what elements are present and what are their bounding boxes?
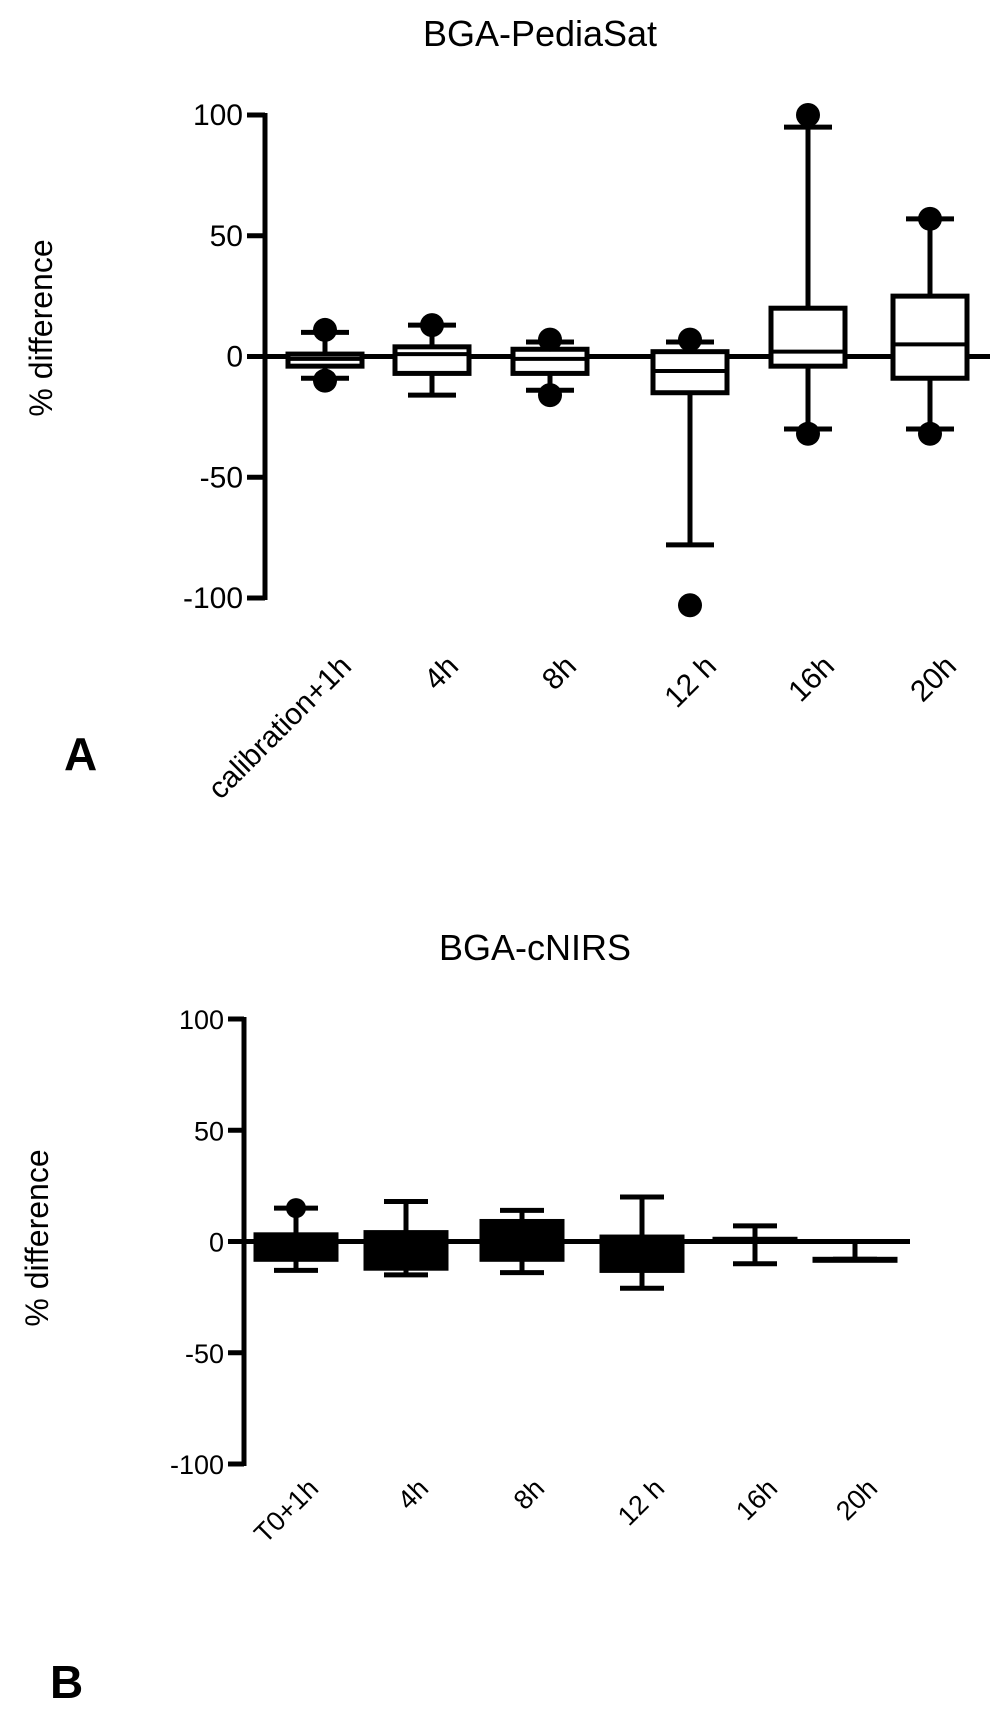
chart-a-outlier-point	[538, 327, 562, 352]
chart-a-box	[510, 346, 590, 376]
chart-a-category-label: calibration+1h	[202, 650, 358, 806]
chart-b-box	[599, 1234, 685, 1273]
chart-a-ylabel: % difference	[23, 239, 59, 416]
chart-b-plot: 100 50 0 -50 -100 T0+1h 4h 8h 12 h 16h 20h	[170, 1005, 910, 1549]
chart-b-y-tick-label: -50	[185, 1339, 224, 1369]
chart-b-category-label: 16h	[730, 1473, 783, 1526]
chart-b-outlier-point	[286, 1198, 306, 1219]
chart-a-box	[392, 344, 472, 376]
chart-a-y-tick-label: 0	[226, 341, 243, 374]
chart-a-outlier-point	[918, 206, 942, 231]
panel-b: BGA-cNIRS % difference 100 50 0 -50 -100 T0+1…	[19, 927, 910, 1708]
chart-b-category-label: 4h	[392, 1473, 434, 1515]
chart-a-y-tick-label: 50	[210, 220, 243, 253]
chart-a-category-label: 12 h	[658, 650, 723, 715]
chart-a-outlier-point	[313, 368, 337, 393]
chart-b-box	[363, 1230, 449, 1271]
chart-b-box-group	[812, 1239, 898, 1263]
chart-a-category-label: 20h	[904, 650, 963, 709]
chart-a-y-tick-label: -50	[200, 461, 243, 494]
chart-b-ylabel: % difference	[19, 1149, 55, 1326]
chart-a-outlier-point	[678, 327, 702, 352]
chart-a-category-label: 8h	[536, 650, 583, 697]
panel-b-letter: B	[50, 1656, 83, 1708]
chart-a-category-label: 16h	[782, 650, 841, 709]
chart-b-category-label: 20h	[830, 1473, 883, 1526]
panel-a: BGA-PediaSat % difference 100 50 0 -50 -100 c…	[23, 13, 990, 806]
chart-a-outlier-point	[796, 421, 820, 446]
chart-b-box	[712, 1236, 798, 1245]
chart-a-box	[768, 305, 848, 369]
chart-b-box	[812, 1256, 898, 1263]
chart-b-y-tick-label: 0	[209, 1228, 224, 1258]
panel-a-letter: A	[64, 728, 97, 780]
chart-a-box-group	[890, 206, 970, 446]
chart-b-box-group	[599, 1194, 685, 1291]
chart-a-box-group	[285, 317, 365, 393]
chart-b-y-tick-label: 100	[179, 1005, 224, 1035]
chart-b-box-group	[712, 1223, 798, 1267]
chart-b-box-group	[363, 1198, 449, 1278]
chart-a-y-tick-label: -100	[183, 582, 243, 615]
chart-a-box-group	[650, 327, 730, 618]
chart-a-outlier-point	[918, 421, 942, 446]
chart-a-outlier-point	[538, 383, 562, 408]
chart-a-box	[890, 293, 970, 381]
chart-a-outlier-point	[678, 593, 702, 618]
chart-b-category-label: 8h	[508, 1473, 550, 1515]
chart-b-y-tick-label: -100	[170, 1450, 224, 1480]
chart-a-outlier-point	[420, 313, 444, 338]
chart-a-title: BGA-PediaSat	[423, 13, 657, 54]
chart-a-outlier-point	[313, 317, 337, 342]
chart-b-category-label: T0+1h	[248, 1473, 324, 1549]
chart-b-box-group	[253, 1198, 339, 1273]
chart-a-box-group	[510, 327, 590, 408]
chart-b-title: BGA-cNIRS	[439, 927, 631, 968]
chart-a-plot: 100 50 0 -50 -100 calibration+1h 4h 8h 12 h 16h 20…	[183, 99, 990, 806]
chart-b-category-label: 12 h	[612, 1473, 670, 1531]
chart-a-y-tick-label: 100	[193, 99, 243, 132]
chart-b-box	[479, 1218, 565, 1262]
chart-b-y-tick-label: 50	[194, 1116, 224, 1146]
chart-a-outlier-point	[796, 103, 820, 127]
chart-b-box-group	[479, 1207, 565, 1276]
chart-a-category-label: 4h	[418, 650, 465, 697]
chart-a-box-group	[768, 103, 848, 446]
chart-b-box	[253, 1232, 339, 1262]
chart-a-box-group	[392, 313, 472, 398]
